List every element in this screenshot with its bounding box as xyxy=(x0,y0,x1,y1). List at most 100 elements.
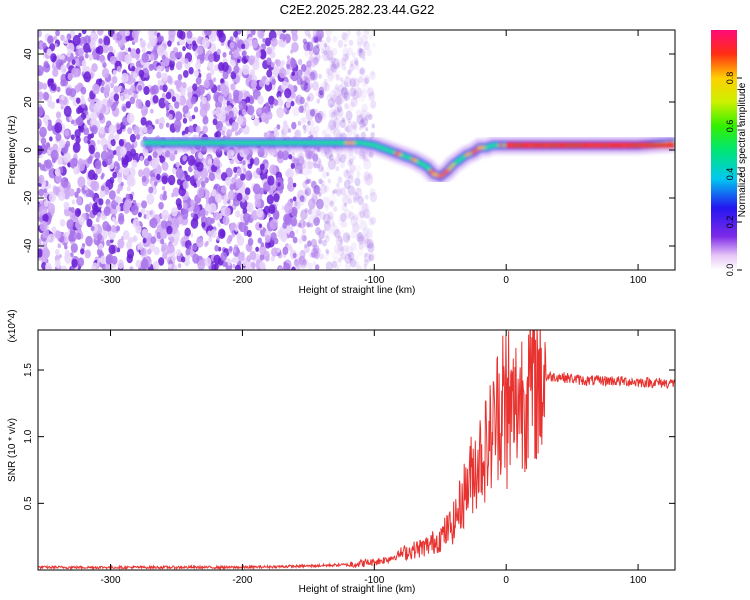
noise-blob xyxy=(271,247,278,257)
noise-blob xyxy=(307,169,312,175)
noise-blob xyxy=(50,78,54,83)
noise-blob xyxy=(312,153,319,162)
noise-blob xyxy=(113,93,120,102)
noise-blob xyxy=(264,234,271,243)
noise-blob xyxy=(356,231,364,243)
noise-blob xyxy=(363,158,372,170)
colorbar-tick-label: 0.2 xyxy=(725,216,735,229)
ridge-hotspot xyxy=(412,158,418,162)
noise-blob xyxy=(182,117,188,124)
noise-blob xyxy=(367,87,374,97)
noise-blob xyxy=(193,69,200,78)
noise-blob xyxy=(319,90,324,96)
noise-blob xyxy=(226,211,230,217)
noise-blob xyxy=(331,56,337,64)
noise-blob xyxy=(52,68,59,78)
noise-blob xyxy=(307,120,311,126)
noise-blob xyxy=(248,55,256,65)
noise-blob xyxy=(298,257,303,263)
noise-blob xyxy=(276,107,284,118)
noise-blob xyxy=(72,34,81,46)
noise-blob xyxy=(353,57,359,65)
noise-blob xyxy=(121,158,129,168)
noise-blob xyxy=(243,212,251,223)
noise-blob xyxy=(306,41,314,52)
noise-blob xyxy=(76,106,82,115)
noise-blob xyxy=(50,149,59,161)
noise-blob xyxy=(312,244,320,254)
noise-blob xyxy=(152,95,159,104)
noise-blob xyxy=(116,188,121,194)
noise-blob xyxy=(236,192,243,202)
noise-blob xyxy=(136,98,140,104)
noise-blob xyxy=(321,170,328,179)
noise-blob xyxy=(298,238,303,245)
noise-blob xyxy=(140,105,149,116)
x-tick-label: 0 xyxy=(503,575,509,586)
noise-blob xyxy=(191,114,196,120)
noise-blob xyxy=(250,30,256,36)
noise-blob xyxy=(326,166,331,172)
noise-blob xyxy=(287,128,292,133)
noise-blob xyxy=(80,248,85,255)
noise-blob xyxy=(260,242,265,248)
noise-blob xyxy=(339,77,344,82)
noise-blob xyxy=(117,259,125,270)
noise-blob xyxy=(107,225,112,232)
noise-blob xyxy=(175,79,182,89)
noise-blob xyxy=(165,91,172,100)
noise-blob xyxy=(166,75,173,84)
noise-blob xyxy=(38,238,42,248)
noise-blob xyxy=(298,219,306,229)
noise-blob xyxy=(264,37,271,47)
noise-blob xyxy=(307,150,314,160)
noise-blob xyxy=(117,156,122,162)
noise-blob xyxy=(70,207,75,213)
noise-blob xyxy=(150,108,154,114)
x-tick-label: -300 xyxy=(101,275,121,286)
noise-blob xyxy=(312,159,317,166)
noise-blob xyxy=(306,240,312,247)
noise-blob xyxy=(337,188,342,195)
noise-blob xyxy=(228,234,233,241)
noise-blob xyxy=(250,261,256,268)
noise-blob xyxy=(75,58,80,66)
noise-blob xyxy=(328,119,337,131)
noise-blob xyxy=(341,79,345,84)
noise-blob xyxy=(156,65,162,73)
noise-blob xyxy=(337,157,342,162)
noise-blob xyxy=(131,65,136,72)
noise-blob xyxy=(45,142,51,149)
noise-blob xyxy=(63,37,69,45)
noise-blob xyxy=(361,83,370,94)
noise-blob xyxy=(341,117,346,123)
noise-blob xyxy=(132,218,140,229)
noise-blob xyxy=(220,185,227,194)
noise-blob xyxy=(317,110,324,120)
noise-blob xyxy=(179,184,184,190)
noise-blob xyxy=(159,228,168,240)
ridge-hotspot xyxy=(428,169,434,174)
noise-blob xyxy=(349,78,357,88)
noise-blob xyxy=(284,202,293,215)
noise-blob xyxy=(347,194,356,205)
noise-blob xyxy=(326,215,335,227)
noise-blob xyxy=(60,176,69,189)
noise-blob xyxy=(257,107,262,115)
noise-blob xyxy=(171,255,177,263)
noise-blob xyxy=(368,113,373,120)
noise-blob xyxy=(357,90,366,103)
noise-blob xyxy=(329,112,337,123)
noise-blob xyxy=(213,157,220,167)
noise-blob xyxy=(247,238,254,246)
noise-blob xyxy=(366,111,371,118)
noise-blob xyxy=(114,220,118,226)
noise-blob xyxy=(287,244,292,251)
noise-blob xyxy=(207,60,214,70)
noise-blob xyxy=(280,60,285,66)
noise-blob xyxy=(137,84,143,91)
noise-blob xyxy=(157,79,161,85)
noise-blob xyxy=(349,164,356,173)
noise-blob xyxy=(55,230,62,239)
noise-blob xyxy=(359,119,366,129)
